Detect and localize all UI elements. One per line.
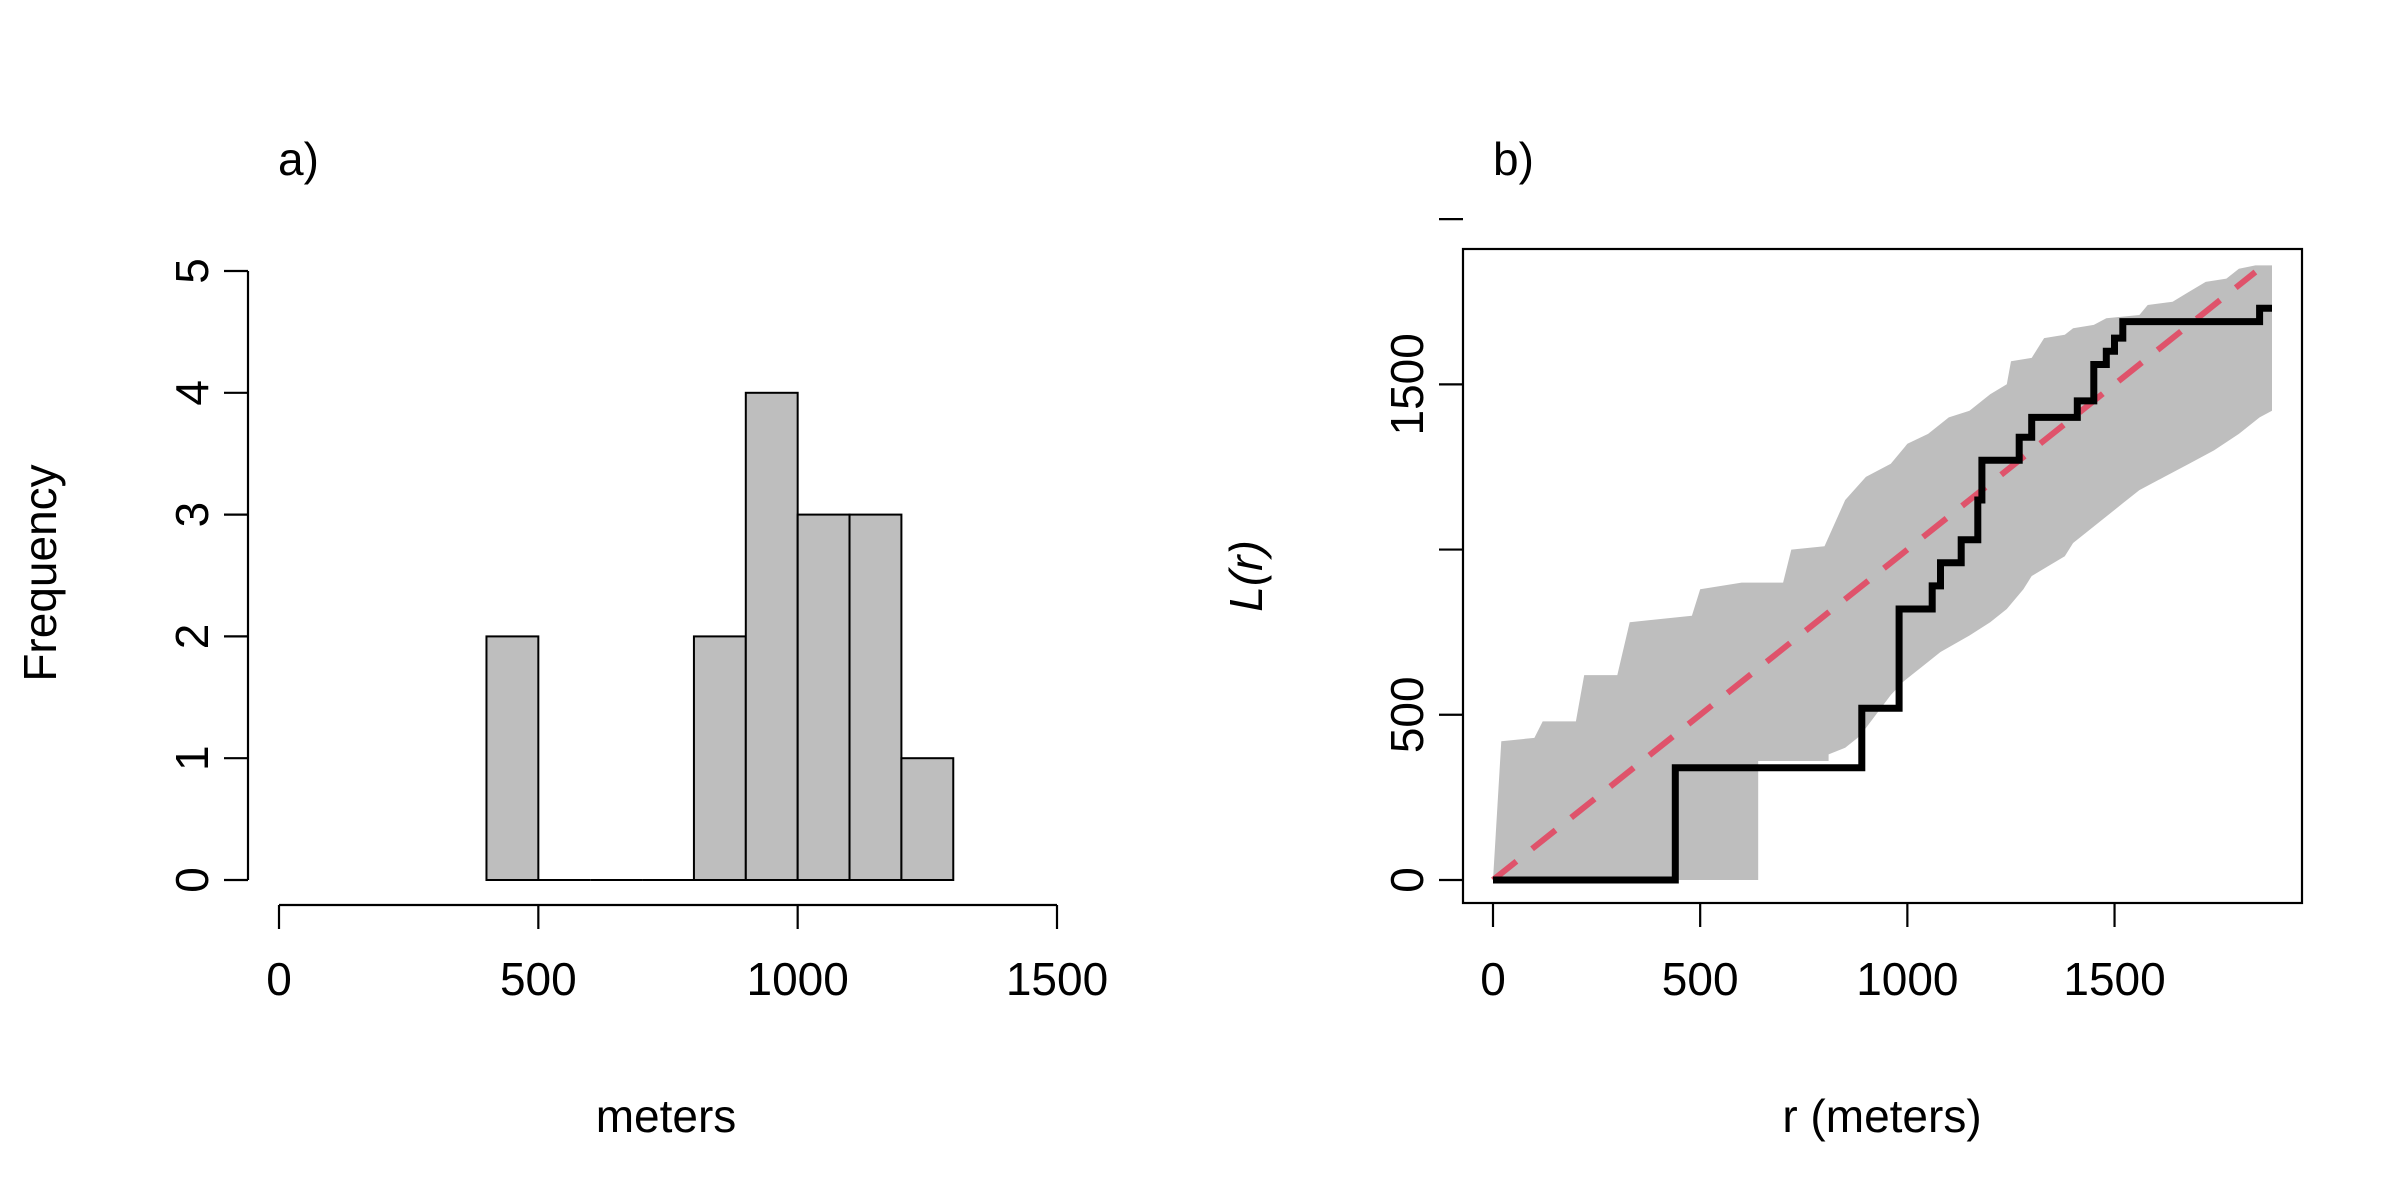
x-tick-label: 1500 — [1006, 953, 1108, 1005]
y-tick-label: 5 — [166, 258, 218, 284]
histogram-bar — [900, 757, 955, 882]
histogram-bar — [848, 513, 903, 881]
l-function-panel: b) 0 500 1000 1500 0 500 1500 r (meters) L(r) — [1220, 133, 2304, 1142]
panel-b-label: b) — [1493, 133, 1534, 185]
plot-box — [1461, 247, 2304, 905]
l-function-plot — [1491, 265, 2272, 884]
observed-line — [1493, 304, 2272, 884]
y-axis-label: Frequency — [14, 464, 66, 681]
y-axis-label-text: L(r) — [1220, 540, 1272, 612]
y-tick-label: 0 — [1381, 867, 1433, 893]
simulation-envelope — [1493, 265, 2272, 880]
x-axis-ticks: 0 500 1000 1500 — [1480, 903, 2166, 1005]
y-tick-label: 2 — [166, 624, 218, 650]
x-tick-label: 500 — [1662, 953, 1739, 1005]
y-tick-label: 1 — [166, 745, 218, 771]
x-axis-label: meters — [596, 1090, 737, 1142]
y-tick-label: 500 — [1381, 676, 1433, 753]
x-tick-label: 1500 — [2063, 953, 2165, 1005]
y-tick-label: 0 — [166, 867, 218, 893]
y-axis-ticks: 0 500 1500 — [1381, 218, 1463, 893]
y-tick-label: 1500 — [1381, 333, 1433, 435]
histogram-bar — [692, 635, 747, 882]
y-tick-label: 3 — [166, 502, 218, 528]
x-tick-label: 0 — [1480, 953, 1506, 1005]
histogram-bars — [485, 391, 955, 882]
histogram-bar — [796, 513, 851, 881]
histogram-bar — [485, 635, 540, 882]
x-tick-label: 1000 — [746, 953, 848, 1005]
x-tick-label: 1000 — [1856, 953, 1958, 1005]
y-axis-ticks: 0 1 2 3 4 5 — [166, 258, 248, 893]
panel-a-label: a) — [278, 133, 319, 185]
x-tick-label: 500 — [500, 953, 577, 1005]
histogram-bar — [744, 391, 799, 881]
y-tick-label: 4 — [166, 380, 218, 406]
x-axis-ticks: 0 500 1000 1500 — [266, 905, 1108, 1005]
x-axis-label: r (meters) — [1782, 1090, 1981, 1142]
x-tick-label: 0 — [266, 953, 292, 1005]
y-axis-label: L(r) — [1220, 540, 1272, 612]
histogram-panel: a) 0 500 1000 1500 0 1 2 3 4 5 meters Frequency — [14, 133, 1108, 1142]
theoretical-line — [1491, 269, 2258, 883]
